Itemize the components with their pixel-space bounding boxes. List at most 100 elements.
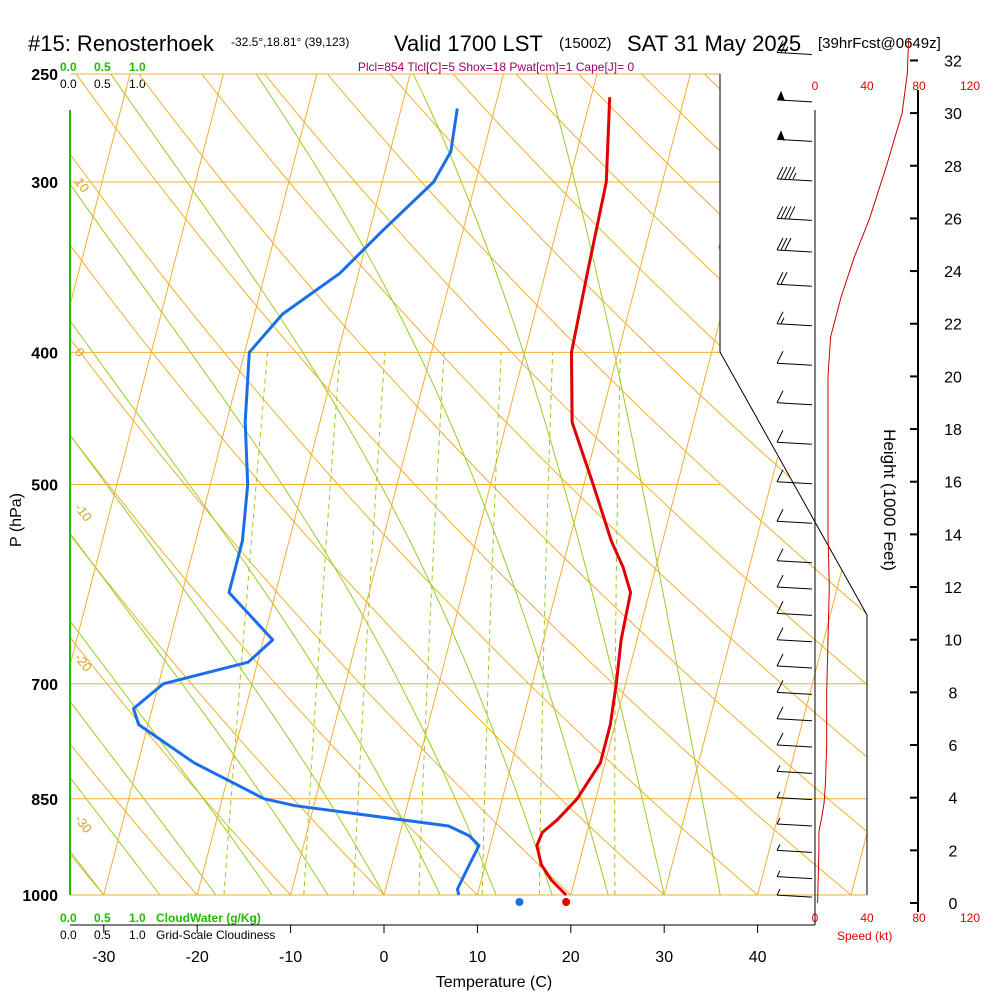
x-tick-label: 40 <box>749 949 767 966</box>
wind-barb-flag <box>780 206 788 219</box>
pressure-tick-label: 250 <box>31 67 58 84</box>
wind-barb-staff <box>776 217 813 221</box>
pressure-tick-label: 700 <box>31 677 58 694</box>
wind-barb <box>776 90 813 103</box>
x-tick-label: 30 <box>655 949 673 966</box>
dewpoint-line <box>132 108 481 896</box>
height-tick-label: 10 <box>944 633 962 650</box>
surface-temperature-marker <box>562 898 571 906</box>
mixing-ratio-line <box>303 352 341 895</box>
pressure-tick-label: 500 <box>31 478 58 495</box>
cloudwater-tick: 0.0 <box>60 60 77 74</box>
dry-adiabat-line <box>389 74 867 895</box>
wind-barb-flag <box>784 166 792 180</box>
dry-adiabat-line <box>327 74 867 895</box>
forecast-date: SAT 31 May 2025 <box>627 31 801 56</box>
wind-barb-flag <box>776 508 784 522</box>
wind-barb-half-flag <box>776 870 781 877</box>
speed-tick: 80 <box>912 911 926 925</box>
height-tick-label: 22 <box>944 317 962 334</box>
wind-barb-staff <box>776 362 813 366</box>
wind-barb <box>776 272 813 287</box>
wind-barb-flag <box>776 206 784 219</box>
wind-barb-staff <box>776 639 813 643</box>
wind-barb-staff <box>776 718 813 722</box>
height-tick-label: 26 <box>944 211 962 228</box>
wind-barb <box>776 351 813 366</box>
wind-barb-flag <box>776 653 784 667</box>
wind-barb <box>776 469 813 485</box>
cloudiness-tick: 0.0 <box>60 928 77 942</box>
wind-barb-flag <box>776 166 784 180</box>
height-tick-label: 30 <box>944 106 962 123</box>
moist-adiabat-line <box>70 74 385 895</box>
wind-barb-pennant <box>777 130 785 141</box>
wind-barb-flag <box>788 206 796 219</box>
speed-tick: 0 <box>812 79 819 93</box>
y-axis-label: P (hPa) <box>8 493 25 547</box>
height-tick-label: 28 <box>944 159 962 176</box>
pressure-tick-label: 300 <box>31 175 58 192</box>
height-tick-label: 6 <box>949 738 958 755</box>
wind-barb <box>776 311 813 327</box>
wind-barb-flag <box>784 206 792 219</box>
wind-barb <box>776 653 813 669</box>
wind-barb <box>776 40 813 56</box>
speed-scale-top: 0 40 80 120 <box>812 79 981 93</box>
wind-barb <box>776 601 813 616</box>
cloudiness-tick: 0.0 <box>60 77 77 91</box>
temperature-line <box>535 97 633 897</box>
wind-barb <box>776 817 813 827</box>
wind-barb <box>776 680 813 695</box>
wind-barb <box>776 508 813 524</box>
wind-barb-staff <box>776 560 813 564</box>
wind-barb <box>776 870 813 880</box>
height-tick-label: 12 <box>944 580 962 597</box>
dry-adiabat-line <box>70 74 291 895</box>
wind-barb-flag <box>776 601 784 614</box>
forecast-run: [39hrFcst@0649z] <box>818 35 941 52</box>
cloudwater-scale-top: 0.0 0.5 1.0 0.0 0.5 1.0 <box>60 60 146 91</box>
wind-speed-line <box>817 39 910 904</box>
wind-barb-pennant <box>777 90 785 101</box>
wind-barb-half-flag <box>784 46 789 53</box>
wind-barb <box>776 206 813 221</box>
wind-barb-staff <box>776 665 813 669</box>
wind-barb-flag <box>776 732 784 746</box>
wind-barb <box>776 791 813 801</box>
wind-barb-half-flag <box>776 844 781 851</box>
x-tick-label: -20 <box>186 949 209 966</box>
wind-barb <box>776 574 813 590</box>
sounding-profiles <box>132 97 633 906</box>
station-title: #15: Renosterhoek <box>28 31 215 56</box>
wind-barb-flag <box>776 680 784 693</box>
dry-adiabat-line <box>75 74 852 895</box>
cloudiness-tick: 1.0 <box>129 77 146 91</box>
wind-barb <box>776 844 813 853</box>
cloudwater-tick: 0.0 <box>60 911 77 925</box>
wind-barb-half-flag <box>792 172 797 180</box>
wind-barb-half-flag <box>776 817 781 825</box>
mixing-ratio-line <box>223 352 269 895</box>
pressure-tick-label: 850 <box>31 792 58 809</box>
wind-barb <box>776 430 813 445</box>
isobars <box>70 73 867 896</box>
wind-barb <box>776 166 813 182</box>
mixing-ratio-line <box>481 352 502 895</box>
height-tick-label: 2 <box>949 843 958 860</box>
mixing-ratio-line <box>418 352 445 895</box>
wind-barb-flag <box>780 272 788 285</box>
mixing-ratio-line <box>352 352 386 895</box>
isotherm-line <box>70 74 131 895</box>
speed-tick: 40 <box>860 911 874 925</box>
wind-barb-flag <box>776 311 784 324</box>
mixing-ratio-line <box>538 352 554 895</box>
wind-barb-flag <box>776 430 784 443</box>
wind-barb-flag <box>784 237 792 251</box>
wind-barb-flag <box>780 166 788 180</box>
wind-barb-half-flag <box>776 765 781 772</box>
cloudiness-label: Grid-Scale Cloudiness <box>156 928 275 942</box>
cloudiness-tick: 1.0 <box>129 928 146 942</box>
